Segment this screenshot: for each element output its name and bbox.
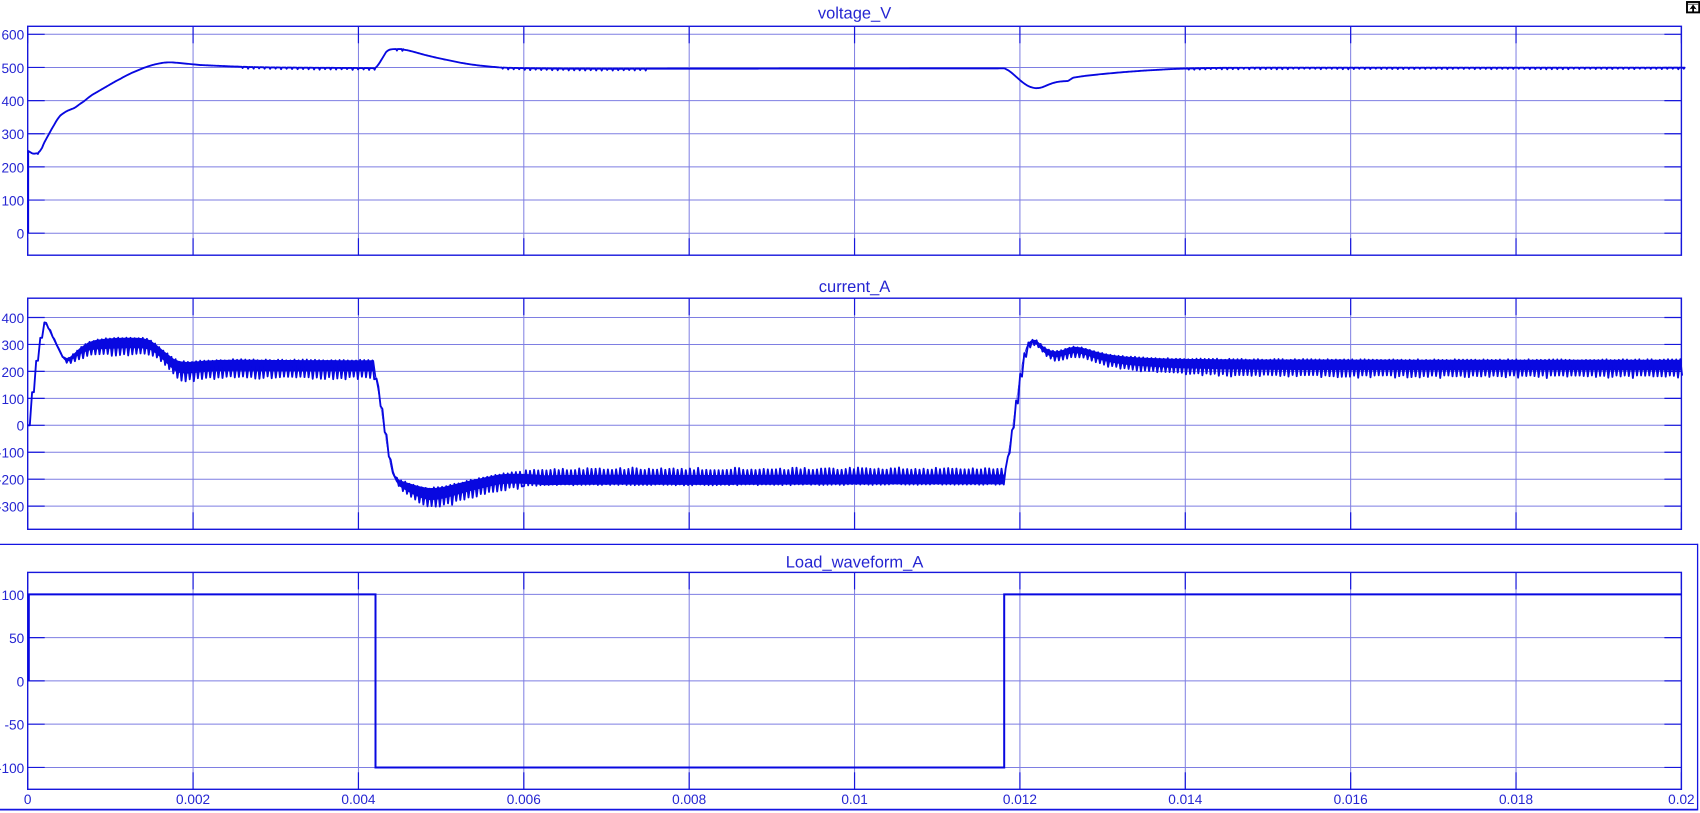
svg-text:0: 0: [24, 792, 32, 807]
svg-text:voltage_V: voltage_V: [818, 4, 891, 22]
svg-text:500: 500: [2, 61, 25, 76]
svg-text:current_A: current_A: [819, 278, 891, 296]
svg-text:0.01: 0.01: [841, 792, 867, 807]
svg-text:100: 100: [2, 193, 25, 208]
svg-text:0.016: 0.016: [1334, 792, 1368, 807]
svg-text:200: 200: [2, 365, 25, 380]
svg-text:400: 400: [2, 311, 25, 326]
svg-text:0.014: 0.014: [1168, 792, 1202, 807]
svg-text:100: 100: [2, 588, 25, 603]
svg-text:600: 600: [2, 28, 25, 43]
svg-text:50: 50: [9, 631, 25, 646]
svg-text:0.02: 0.02: [1668, 792, 1694, 807]
svg-text:0.004: 0.004: [341, 792, 375, 807]
svg-text:100: 100: [2, 392, 25, 407]
svg-text:200: 200: [2, 160, 25, 175]
svg-text:-300: -300: [0, 500, 25, 515]
svg-text:300: 300: [2, 127, 25, 142]
svg-text:0.018: 0.018: [1499, 792, 1533, 807]
svg-text:0: 0: [17, 674, 25, 689]
svg-text:0.006: 0.006: [507, 792, 541, 807]
svg-text:Load_waveform_A: Load_waveform_A: [786, 554, 924, 572]
svg-text:0.008: 0.008: [672, 792, 706, 807]
svg-text:-100: -100: [0, 761, 25, 776]
svg-text:-50: -50: [5, 718, 25, 733]
svg-text:-200: -200: [0, 473, 25, 488]
svg-text:0.002: 0.002: [176, 792, 210, 807]
svg-text:300: 300: [2, 338, 25, 353]
svg-text:0.012: 0.012: [1003, 792, 1037, 807]
svg-text:0: 0: [17, 227, 25, 242]
svg-text:-100: -100: [0, 446, 25, 461]
svg-text:400: 400: [2, 94, 25, 109]
svg-text:0: 0: [17, 419, 25, 434]
